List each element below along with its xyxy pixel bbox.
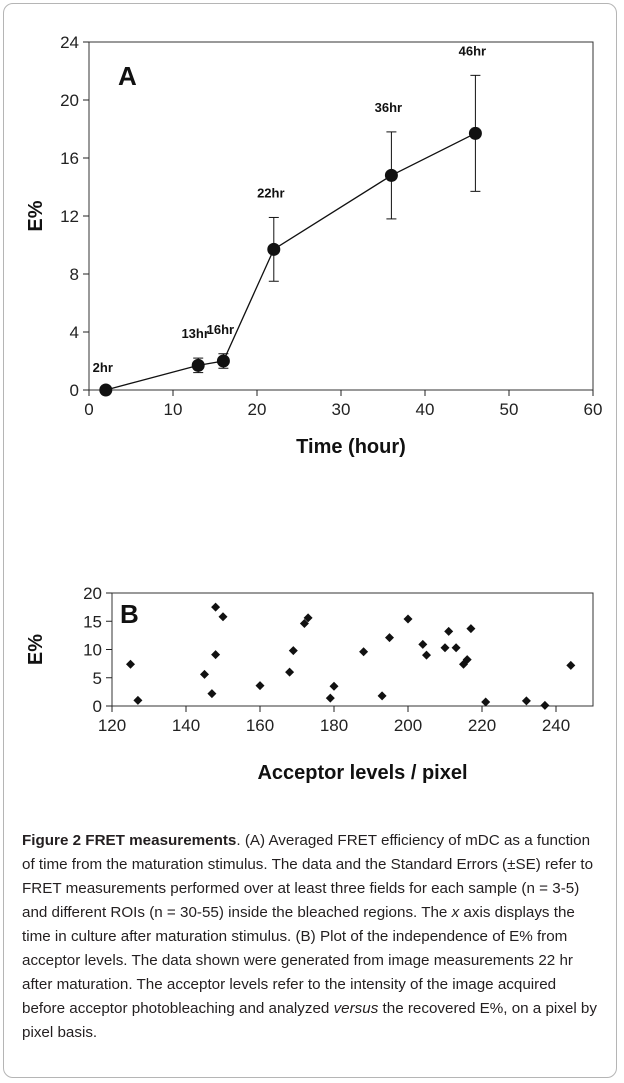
data-point-label: 16hr xyxy=(207,322,234,337)
data-point xyxy=(384,168,398,182)
x-tick-label: 220 xyxy=(468,716,496,735)
scatter-point xyxy=(211,602,221,612)
x-tick-label: 140 xyxy=(172,716,200,735)
scatter-point xyxy=(126,659,135,669)
scatter-point xyxy=(325,693,335,703)
y-axis-title: E% xyxy=(25,200,47,231)
scatter-point xyxy=(521,696,531,706)
x-tick-label: 50 xyxy=(500,400,519,419)
panel-a-line-chart: 0 4 8 12 16 20 24 0 10 20 30 40 50 60 Time (hour) E% A 2h… xyxy=(25,33,602,458)
scatter-point xyxy=(285,667,295,677)
y-tick-label: 8 xyxy=(70,265,79,284)
scatter-point xyxy=(451,643,461,653)
x-axis-title: Acceptor levels / pixel xyxy=(257,762,467,784)
y-tick-label: 5 xyxy=(93,669,102,688)
data-point-label: 2hr xyxy=(93,360,113,375)
caption-text-3: the recovered E%, on a pixel by pixel ba… xyxy=(22,1000,597,1041)
y-tick-label: 16 xyxy=(60,149,79,168)
y-tick-label: 4 xyxy=(70,323,79,342)
scatter-point xyxy=(385,633,394,643)
data-point xyxy=(216,354,230,368)
y-axis-title: E% xyxy=(25,634,47,665)
scatter-point xyxy=(462,655,472,665)
y-tick-label: 0 xyxy=(93,697,102,716)
x-tick-label: 60 xyxy=(584,400,603,419)
scatter-point xyxy=(207,689,217,699)
scatter-point xyxy=(288,646,298,656)
y-tick-label: 10 xyxy=(83,641,102,660)
caption-versus-word: versus xyxy=(333,1000,379,1017)
x-tick-label: 120 xyxy=(98,716,126,735)
scatter-point xyxy=(566,660,576,670)
scatter-point xyxy=(200,669,209,679)
y-tick-label: 20 xyxy=(60,91,79,110)
data-point xyxy=(267,242,281,256)
scatter-point xyxy=(218,612,228,622)
y-tick-label: 15 xyxy=(83,612,102,631)
x-tick-label: 180 xyxy=(320,716,348,735)
scatter-point xyxy=(440,643,450,653)
scatter-point xyxy=(303,613,313,623)
data-point xyxy=(468,126,482,140)
x-tick-label: 0 xyxy=(84,400,93,419)
scatter-point xyxy=(418,639,428,649)
series-line xyxy=(105,132,476,391)
x-tick-label: 160 xyxy=(246,716,274,735)
figure-frame xyxy=(3,3,617,1078)
scatter-point xyxy=(540,700,550,710)
caption-text-2: axis displays the time in culture after … xyxy=(22,904,575,1017)
x-axis-title: Time (hour) xyxy=(296,436,406,458)
plot-frame xyxy=(88,41,594,391)
caption-title: Figure 2 FRET measurements xyxy=(22,832,237,849)
x-tick-label: 20 xyxy=(248,400,267,419)
y-tick-label: 0 xyxy=(70,381,79,400)
scatter-point xyxy=(133,695,143,705)
scatter-point xyxy=(329,681,339,691)
data-point-label: 46hr xyxy=(459,43,486,58)
x-tick-label: 240 xyxy=(542,716,570,735)
y-tick-label: 12 xyxy=(60,207,79,226)
scatter-point xyxy=(255,681,265,691)
panel-letter: A xyxy=(118,61,137,91)
x-tick-label: 10 xyxy=(164,400,183,419)
data-point-label: 22hr xyxy=(257,185,284,200)
scatter-point xyxy=(403,614,413,624)
x-tick-label: 40 xyxy=(416,400,435,419)
scatter-point xyxy=(444,626,454,636)
data-point-label: 36hr xyxy=(375,100,402,115)
panel-letter: B xyxy=(120,599,139,629)
plot-frame xyxy=(111,592,594,707)
caption-x-word: x xyxy=(451,904,460,921)
figure-caption: Figure 2 FRET measurements. (A) Averaged… xyxy=(22,829,602,1045)
x-tick-label: 30 xyxy=(332,400,351,419)
scatter-point xyxy=(422,650,431,660)
scatter-point xyxy=(466,624,476,634)
y-tick-label: 20 xyxy=(83,584,102,603)
panel-b-scatter-chart: 0 5 10 15 20 120 140 160 180 200 220 240 Acceptor le… xyxy=(25,584,594,784)
scatter-point xyxy=(377,691,387,701)
data-point-label: 13hr xyxy=(181,326,208,341)
caption-text-1: . (A) Averaged FRET efficiency of mDC as… xyxy=(22,832,594,921)
data-point xyxy=(191,358,205,372)
scatter-point xyxy=(299,619,309,629)
y-tick-label: 24 xyxy=(60,33,79,52)
x-tick-label: 200 xyxy=(394,716,422,735)
scatter-point xyxy=(359,647,369,657)
data-point xyxy=(99,383,113,397)
scatter-point xyxy=(481,697,491,707)
scatter-point xyxy=(211,650,221,660)
